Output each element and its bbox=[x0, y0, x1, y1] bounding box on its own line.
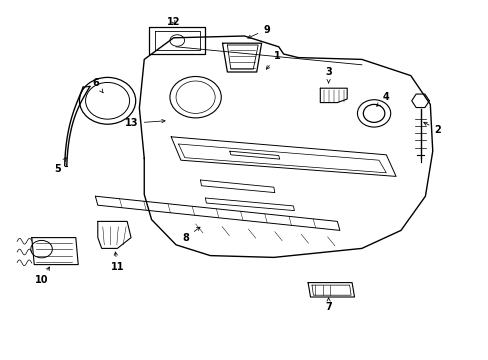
Text: 3: 3 bbox=[325, 67, 331, 83]
Text: 13: 13 bbox=[125, 118, 165, 128]
Text: 11: 11 bbox=[110, 252, 124, 272]
Text: 6: 6 bbox=[92, 78, 103, 93]
Text: 4: 4 bbox=[376, 92, 389, 106]
Text: 12: 12 bbox=[166, 17, 180, 27]
Text: 5: 5 bbox=[54, 158, 66, 174]
Text: 2: 2 bbox=[423, 122, 440, 135]
Text: 9: 9 bbox=[247, 24, 269, 38]
Text: 7: 7 bbox=[325, 298, 331, 312]
Text: 1: 1 bbox=[266, 51, 280, 69]
Text: 10: 10 bbox=[35, 267, 49, 285]
Text: 8: 8 bbox=[182, 227, 200, 243]
